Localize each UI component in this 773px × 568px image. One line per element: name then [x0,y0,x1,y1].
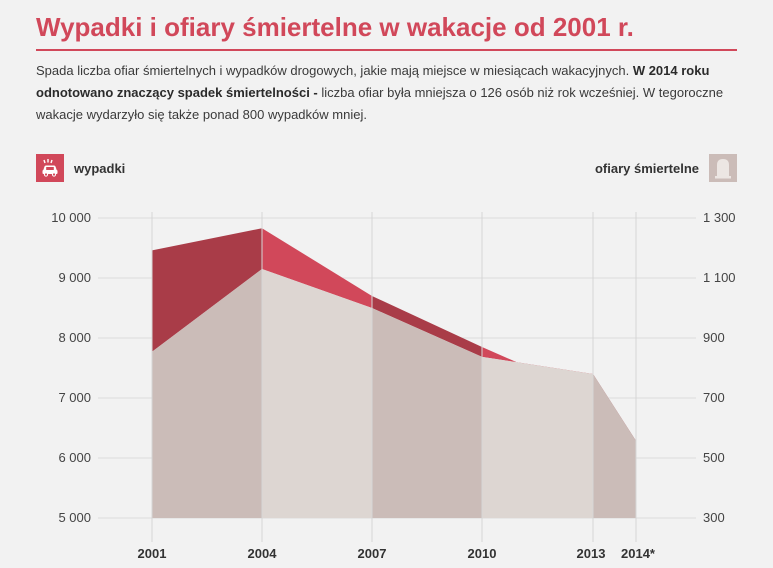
deaths-area-segment-1 [262,269,372,518]
right-tick-label: 500 [703,450,725,465]
left-tick-label: 8 000 [58,330,91,345]
title-divider [36,49,737,51]
left-tick-label: 9 000 [58,270,91,285]
accidents-area-segment-2 [372,296,482,357]
description-bold: W 2014 roku odnotowano znaczący spadek ś… [36,63,710,100]
legend-accidents: wypadki [36,154,125,182]
x-tick-label: 2007 [358,546,387,561]
x-tick-label: 2001 [138,546,167,561]
page-title: Wypadki i ofiary śmiertelne w wakacje od… [36,12,634,42]
left-tick-label: 7 000 [58,390,91,405]
description: Spada liczba ofiar śmiertelnych i wypadk… [36,60,746,126]
left-tick-label: 6 000 [58,450,91,465]
accidents-area-segment-0 [152,228,262,352]
deaths-area-segment-0 [152,269,262,518]
right-tick-label: 700 [703,390,725,405]
x-tick-label: 2010 [468,546,497,561]
deaths-area-segment-2 [372,308,482,518]
left-tick-label: 10 000 [51,210,91,225]
legend-deaths: ofiary śmiertelne [595,154,737,182]
right-tick-label: 300 [703,510,725,525]
legend-deaths-label: ofiary śmiertelne [594,160,699,176]
x-tick-label: 2014* [621,546,656,561]
car-crash-icon [36,154,64,182]
x-tick-label: 2004 [248,546,278,561]
tombstone-icon [709,154,737,182]
description-text-1: Spada liczba ofiar śmiertelnych i wypadk… [36,63,633,78]
right-tick-label: 1 300 [703,210,736,225]
deaths-area-segment-3 [482,356,593,518]
legend-accidents-label: wypadki [74,160,126,176]
accidents-area-segment-1 [262,228,372,308]
right-tick-label: 1 100 [703,270,736,285]
deaths-area-segment-4 [593,374,636,518]
right-tick-label: 900 [703,330,725,345]
description-text-2: liczba ofiar była mniejsza o 126 osób ni… [36,85,724,122]
left-tick-label: 5 000 [58,510,91,525]
x-tick-label: 2013 [577,546,606,561]
